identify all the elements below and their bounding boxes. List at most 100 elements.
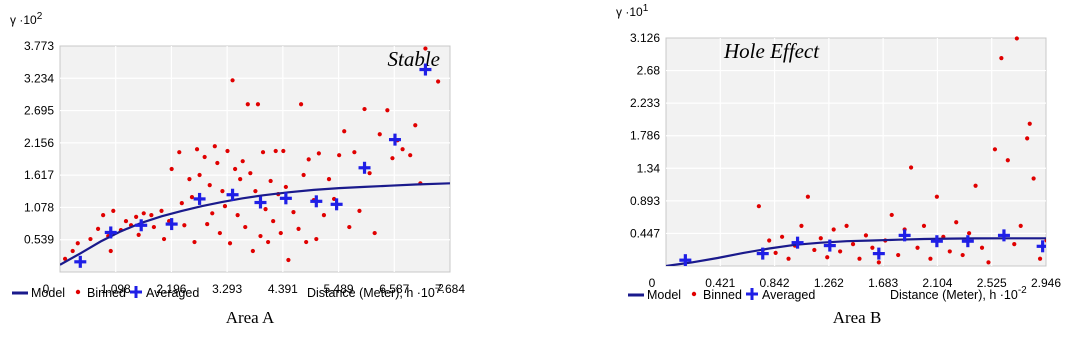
- x-tick-label: 3.293: [212, 282, 242, 296]
- y-axis-label-exponent: 1: [643, 3, 649, 14]
- binned-point: [347, 224, 352, 230]
- binned-point: [767, 238, 772, 243]
- binned-point: [243, 224, 248, 230]
- binned-point: [400, 147, 405, 152]
- y-axis-label: γ ·102: [10, 11, 43, 27]
- averaged-point: [310, 195, 323, 208]
- binned-point: [999, 56, 1004, 61]
- binned-point: [831, 227, 836, 232]
- binned-point: [217, 230, 222, 236]
- binned-point: [1005, 158, 1010, 163]
- x-axis-label-exponent: -2: [1018, 285, 1027, 296]
- x-tick-label: 0.421: [705, 276, 735, 290]
- legend-binned-swatch: [691, 291, 697, 297]
- binned-point: [212, 144, 217, 149]
- binned-point: [205, 221, 210, 227]
- binned-point: [149, 212, 154, 218]
- binned-point: [271, 218, 276, 224]
- binned-point: [225, 148, 230, 154]
- binned-point: [222, 204, 228, 209]
- y-axis-label-text: γ ·10: [616, 5, 643, 19]
- binned-point: [177, 150, 182, 155]
- binned-point: [95, 226, 101, 231]
- binned-point: [301, 172, 306, 178]
- binned-point: [1018, 223, 1023, 228]
- binned-point: [838, 249, 843, 254]
- plot-area: [59, 45, 451, 273]
- binned-point: [423, 46, 428, 51]
- binned-point: [111, 208, 116, 214]
- plot-area: [665, 37, 1047, 267]
- binned-point: [316, 151, 321, 156]
- y-tick-label: 1.786: [630, 129, 660, 143]
- binned-point: [367, 171, 372, 176]
- binned-point: [773, 250, 778, 255]
- binned-point: [298, 102, 304, 107]
- binned-point: [1037, 256, 1043, 261]
- y-tick-label: 1.078: [24, 200, 54, 214]
- binned-point: [921, 223, 927, 228]
- binned-point: [296, 226, 301, 231]
- binned-point: [189, 195, 195, 200]
- binned-point: [134, 214, 139, 219]
- legend-model-label: Model: [31, 286, 65, 300]
- binned-point: [818, 236, 823, 241]
- binned-point: [159, 208, 164, 214]
- binned-point: [230, 78, 235, 83]
- x-tick-label: 2.946: [1031, 276, 1061, 290]
- binned-point: [136, 232, 141, 237]
- binned-point: [233, 166, 238, 172]
- binned-point: [779, 234, 785, 239]
- y-axis-label-text: γ ·10: [10, 13, 37, 27]
- x-tick-label: 6.587: [379, 282, 409, 296]
- binned-point: [954, 220, 959, 225]
- averaged-point: [135, 219, 148, 232]
- binned-point: [870, 245, 875, 250]
- chart-title: Stable: [388, 47, 441, 71]
- binned-point: [245, 102, 250, 107]
- binned-point: [70, 248, 75, 254]
- binned-point: [1031, 176, 1036, 181]
- binned-point: [192, 239, 197, 245]
- binned-point: [1027, 121, 1032, 126]
- binned-point: [151, 224, 156, 230]
- averaged-point: [279, 192, 292, 205]
- binned-point: [960, 252, 965, 258]
- binned-point: [896, 252, 901, 258]
- chart-area-b: 0 0.421 0.842 1.262 1.683 2.104 2.525 2.946 0.44…: [616, 3, 1061, 327]
- averaged-point: [226, 188, 239, 201]
- x-axis-label-text: Distance (Meter), h ·10: [890, 288, 1018, 302]
- binned-point: [250, 248, 255, 254]
- binned-point: [973, 183, 978, 188]
- x-tick-label: 0.842: [760, 276, 790, 290]
- x-axis-label: Distance (Meter), h ·10-2: [890, 285, 1027, 302]
- averaged-point: [1036, 240, 1046, 253]
- y-axis-label: γ ·101: [616, 3, 649, 19]
- binned-point: [889, 212, 894, 218]
- binned-point: [314, 236, 319, 242]
- binned-point: [850, 242, 856, 247]
- binned-point: [283, 184, 288, 190]
- binned-point: [786, 256, 791, 261]
- binned-point: [825, 255, 830, 260]
- averaged-point: [104, 226, 117, 239]
- binned-point: [194, 147, 200, 152]
- x-tick-label: 2.525: [977, 276, 1007, 290]
- binned-point: [992, 147, 998, 152]
- x-tick-label: 5.489: [324, 282, 354, 296]
- binned-point: [436, 79, 441, 84]
- binned-point: [278, 230, 283, 236]
- x-tick-label: 1.262: [814, 276, 844, 290]
- binned-point: [1012, 242, 1017, 247]
- binned-point: [352, 150, 357, 155]
- binned-point: [75, 241, 80, 246]
- chart-caption: Area A: [226, 308, 275, 327]
- legend-binned-label: Binned: [703, 288, 742, 302]
- averaged-point: [419, 63, 432, 76]
- legend-averaged-label: Averaged: [146, 286, 199, 300]
- binned-point: [805, 194, 810, 199]
- y-tick-label: 2.233: [630, 96, 660, 110]
- binned-point: [377, 132, 382, 137]
- binned-point: [362, 106, 367, 112]
